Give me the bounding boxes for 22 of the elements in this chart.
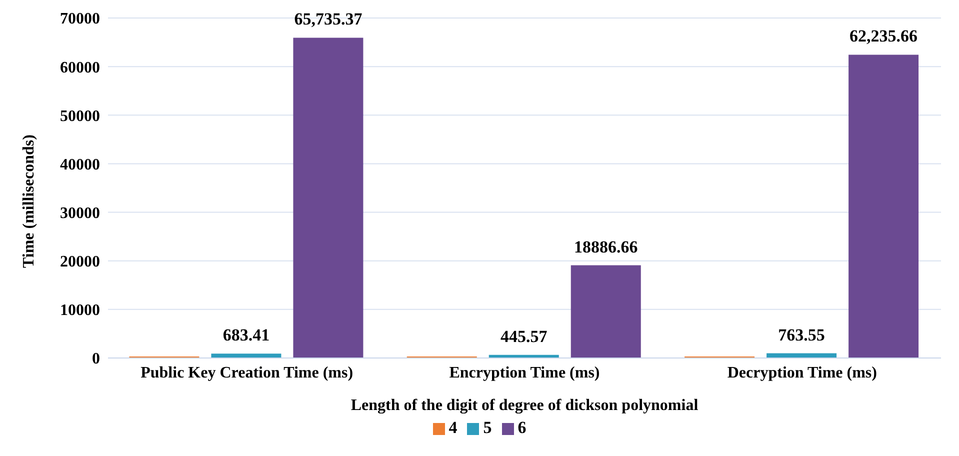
y-tick-label: 10000: [60, 302, 100, 320]
data-label: 62,235.66: [850, 26, 918, 46]
legend-label: 4: [448, 418, 458, 437]
legend-label: 5: [483, 418, 492, 437]
data-label: 763.55: [778, 325, 825, 344]
y-tick-label: 20000: [60, 254, 100, 271]
x-tick-label: Encryption Time (ms): [449, 364, 600, 382]
x-tick-label: Public Key Creation Time (ms): [140, 364, 354, 382]
y-axis-title: Time (milliseconds): [20, 134, 38, 268]
y-tick-label: 40000: [60, 156, 100, 174]
y-tick-label: 60000: [60, 59, 100, 76]
data-label: 18886.66: [574, 237, 638, 256]
y-tick-label: 0: [92, 350, 100, 368]
y-tick-label: 70000: [60, 10, 100, 28]
y-tick-label: 50000: [60, 108, 100, 125]
x-axis-title: Length of the digit of degree of dickson polynomial: [350, 397, 699, 414]
data-label: 445.57: [500, 326, 548, 346]
data-label: 683.41: [222, 326, 270, 345]
y-tick-label: 30000: [60, 204, 100, 222]
data-label: 65,735.37: [294, 10, 363, 29]
legend-label: 6: [518, 418, 526, 437]
x-tick-label: Decryption Time (ms): [727, 364, 877, 382]
